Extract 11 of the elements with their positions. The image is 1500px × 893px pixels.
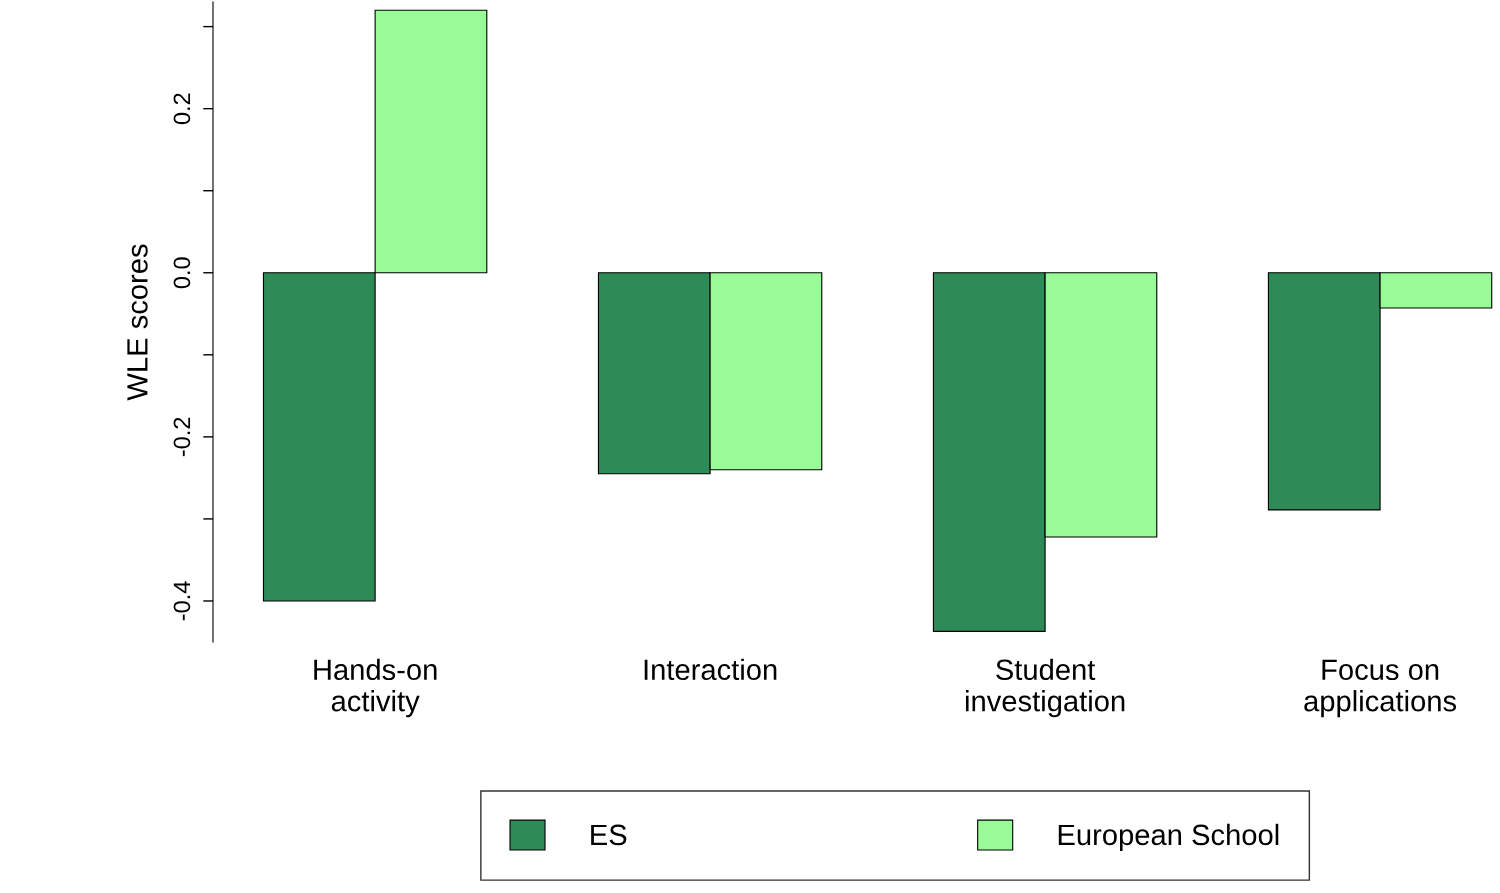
y-tick-label: -0.2 — [173, 417, 191, 457]
legend-label: ES — [591, 824, 627, 846]
y-axis-title: WLE scores — [127, 244, 148, 401]
x-tick-label: Interaction — [644, 658, 777, 681]
y-tick-label: -0.4 — [173, 581, 191, 621]
x-tick-label: Student investigation — [965, 658, 1125, 718]
x-tick-label: Hands-on activity — [314, 658, 437, 718]
y-tick-label: 0.2 — [173, 93, 191, 125]
y-tick-label: 0.0 — [173, 257, 191, 289]
x-tick-label: Focus on applications — [1304, 659, 1457, 718]
legend-label: European School — [1058, 823, 1279, 851]
